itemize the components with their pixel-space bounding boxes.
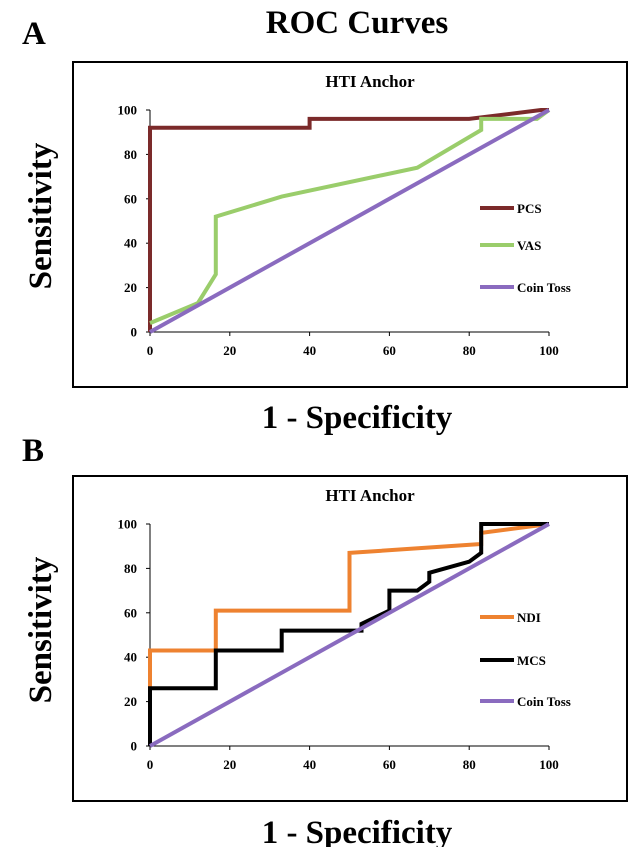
x-tick-label: 80 xyxy=(463,343,476,358)
series-line-coin-toss xyxy=(149,108,550,334)
legend-label: Coin Toss xyxy=(517,694,571,709)
chart-title: HTI Anchor xyxy=(325,486,415,505)
x-tick-label: 0 xyxy=(147,343,154,358)
x-tick-label: 20 xyxy=(223,757,236,772)
chart-title: HTI Anchor xyxy=(325,72,415,91)
x-tick-label: 0 xyxy=(147,757,154,772)
x-tick-label: 60 xyxy=(383,343,396,358)
panel-label: B xyxy=(22,433,44,469)
legend-label: Coin Toss xyxy=(517,280,571,295)
y-tick-label: 100 xyxy=(118,517,138,532)
y-tick-label: 20 xyxy=(124,280,137,295)
x-tick-label: 80 xyxy=(463,757,476,772)
series-line-vas xyxy=(149,108,551,325)
x-tick-label: 20 xyxy=(223,343,236,358)
series-line-coin-toss xyxy=(149,522,550,748)
series-line-ndi xyxy=(148,522,550,689)
chart-frame xyxy=(72,475,628,802)
y-axis-label: Sensitivity xyxy=(23,142,59,289)
figure-title: ROC Curves xyxy=(266,5,449,41)
legend-label: NDI xyxy=(517,610,541,625)
x-tick-label: 60 xyxy=(383,757,396,772)
legend-label: VAS xyxy=(517,238,541,253)
legend-label: MCS xyxy=(517,653,546,668)
y-tick-label: 60 xyxy=(124,191,137,206)
x-tick-label: 40 xyxy=(303,343,316,358)
panel-a: A HTI Anchor 0 20 40 60 80 100 0 20 40 60 80 100 PCS VA… xyxy=(22,16,628,436)
x-tick-label: 100 xyxy=(539,757,559,772)
chart-frame xyxy=(72,61,628,388)
x-tick-label: 40 xyxy=(303,757,316,772)
y-tick-label: 40 xyxy=(124,650,137,665)
y-tick-label: 0 xyxy=(131,325,138,340)
x-axis-label: 1 - Specificity xyxy=(262,815,453,847)
panel-label: A xyxy=(22,16,46,52)
legend-label: PCS xyxy=(517,201,542,216)
y-tick-label: 60 xyxy=(124,605,137,620)
x-axis-label: 1 - Specificity xyxy=(262,400,453,436)
x-tick-label: 100 xyxy=(539,343,559,358)
y-axis-label: Sensitivity xyxy=(23,556,59,703)
y-tick-label: 40 xyxy=(124,236,137,251)
y-tick-label: 80 xyxy=(124,561,137,576)
panel-b: B HTI Anchor 0 20 40 60 80 100 0 20 40 60 80 100 NDI MC… xyxy=(22,433,628,847)
series-line-pcs xyxy=(148,108,549,332)
y-tick-label: 20 xyxy=(124,694,137,709)
y-tick-label: 100 xyxy=(118,103,138,118)
y-tick-label: 80 xyxy=(124,147,137,162)
y-tick-label: 0 xyxy=(131,739,138,754)
